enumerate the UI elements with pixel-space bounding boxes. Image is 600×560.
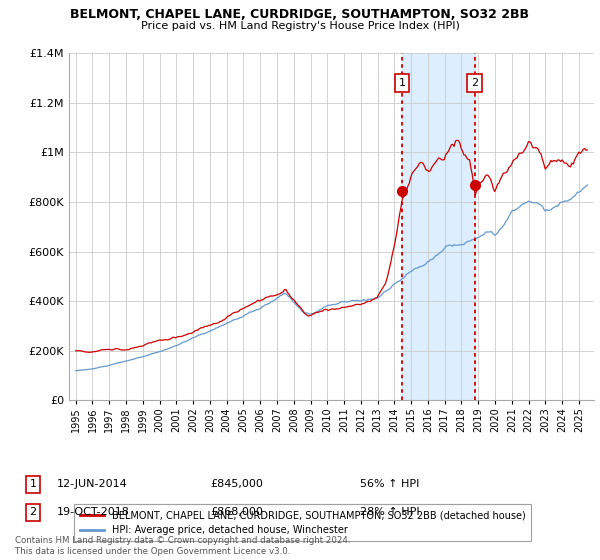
Text: 1: 1 (29, 479, 37, 489)
Text: 2: 2 (472, 78, 478, 88)
Text: BELMONT, CHAPEL LANE, CURDRIDGE, SOUTHAMPTON, SO32 2BB: BELMONT, CHAPEL LANE, CURDRIDGE, SOUTHAM… (71, 8, 530, 21)
Text: 1: 1 (398, 78, 406, 88)
Text: 19-OCT-2018: 19-OCT-2018 (57, 507, 130, 517)
Text: £868,000: £868,000 (210, 507, 263, 517)
Text: Contains HM Land Registry data © Crown copyright and database right 2024.
This d: Contains HM Land Registry data © Crown c… (15, 536, 350, 556)
Text: £845,000: £845,000 (210, 479, 263, 489)
Text: 12-JUN-2014: 12-JUN-2014 (57, 479, 128, 489)
Text: 56% ↑ HPI: 56% ↑ HPI (360, 479, 419, 489)
Text: 2: 2 (29, 507, 37, 517)
Text: Price paid vs. HM Land Registry's House Price Index (HPI): Price paid vs. HM Land Registry's House … (140, 21, 460, 31)
Bar (402, 53, 475, 400)
Text: 28% ↑ HPI: 28% ↑ HPI (360, 507, 419, 517)
Legend: BELMONT, CHAPEL LANE, CURDRIDGE, SOUTHAMPTON, SO32 2BB (detached house), HPI: Av: BELMONT, CHAPEL LANE, CURDRIDGE, SOUTHAM… (74, 504, 532, 541)
